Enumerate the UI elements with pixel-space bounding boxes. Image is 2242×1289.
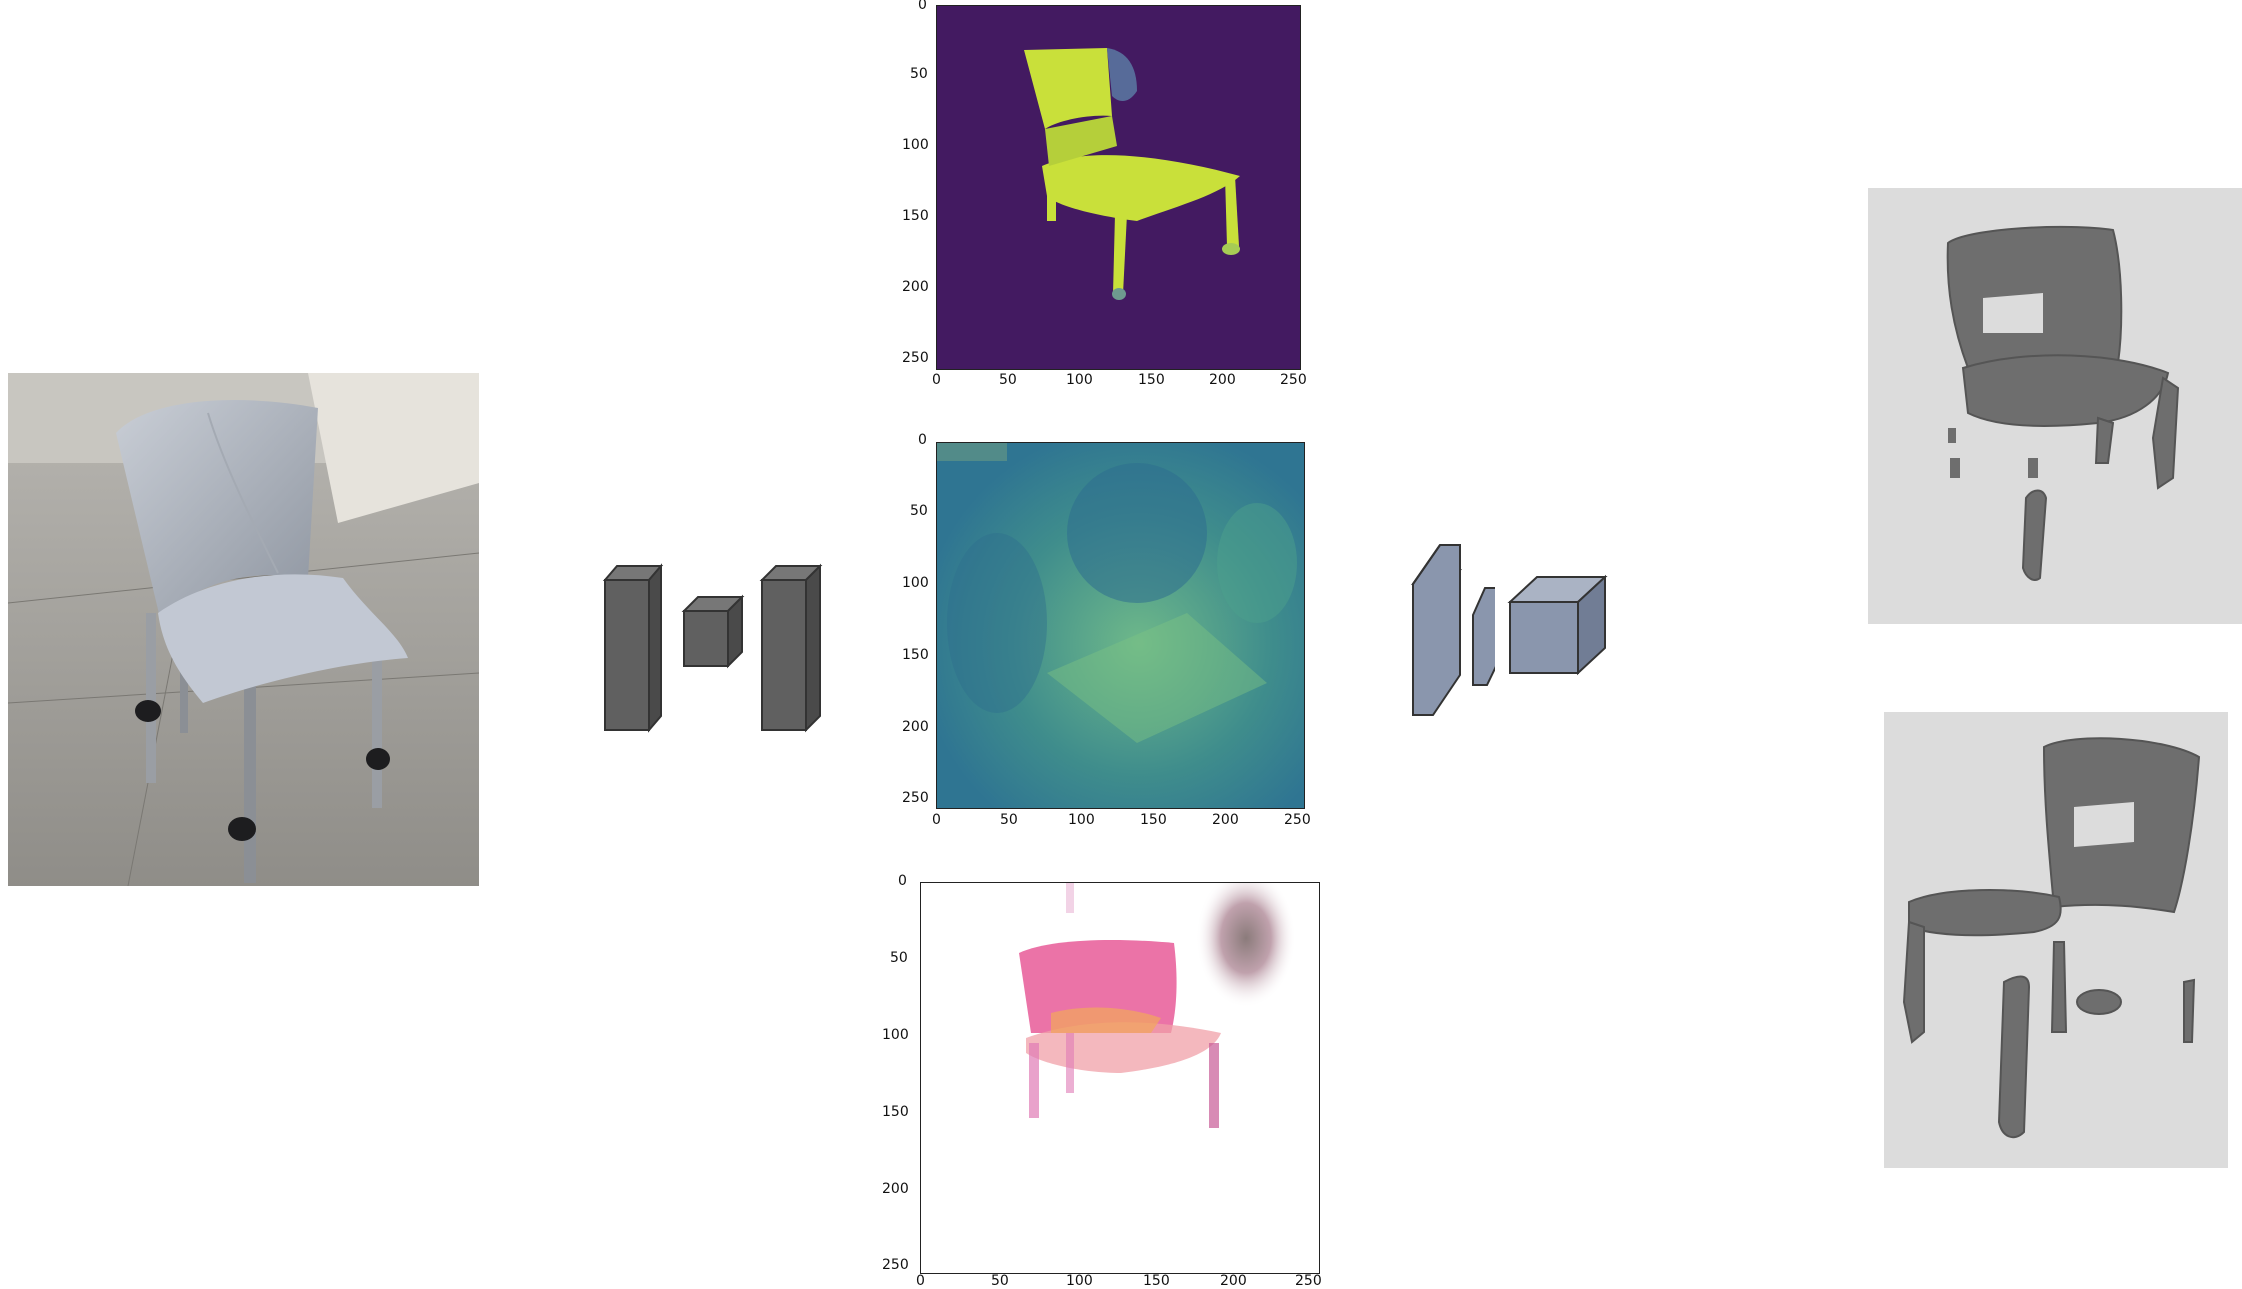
y-tick: 0 <box>918 432 927 448</box>
x-tick: 50 <box>1000 812 1018 828</box>
y-tick: 150 <box>882 1104 909 1120</box>
color-plot: 0 50 100 150 200 250 0 50 100 150 200 25… <box>880 870 1330 1289</box>
x-tick: 100 <box>1066 1273 1093 1289</box>
x-tick: 50 <box>999 372 1017 388</box>
color-plot-area <box>920 882 1320 1274</box>
x-tick: 150 <box>1138 372 1165 388</box>
depth-plot: 0 50 100 150 200 250 0 50 100 150 200 25… <box>880 432 1320 835</box>
x-tick: 50 <box>991 1273 1009 1289</box>
y-tick: 150 <box>902 208 929 224</box>
y-tick: 0 <box>918 0 927 13</box>
y-tick: 50 <box>890 950 908 966</box>
input-chair-photo <box>8 373 479 886</box>
y-tick: 250 <box>902 350 929 366</box>
x-tick: 0 <box>916 1273 925 1289</box>
y-tick: 200 <box>902 279 929 295</box>
encoder-icon <box>602 563 823 733</box>
x-tick: 150 <box>1140 812 1167 828</box>
y-tick: 0 <box>898 873 907 889</box>
decoder-icon <box>1411 544 1495 716</box>
y-tick: 100 <box>902 137 929 153</box>
x-tick: 200 <box>1220 1273 1247 1289</box>
depth-plot-area <box>936 442 1305 809</box>
y-tick: 150 <box>902 647 929 663</box>
y-tick: 250 <box>902 790 929 806</box>
voxel-cube-icon <box>1507 574 1608 676</box>
x-tick: 100 <box>1066 372 1093 388</box>
y-tick: 50 <box>910 503 928 519</box>
y-tick: 100 <box>882 1027 909 1043</box>
x-tick: 250 <box>1284 812 1311 828</box>
mesh-view-2 <box>1884 712 2228 1168</box>
y-tick: 200 <box>902 719 929 735</box>
x-tick: 0 <box>932 812 941 828</box>
x-tick: 0 <box>932 372 941 388</box>
x-tick: 250 <box>1280 372 1307 388</box>
x-tick: 250 <box>1295 1273 1322 1289</box>
mask-plot-area <box>936 5 1301 370</box>
x-tick: 200 <box>1212 812 1239 828</box>
x-tick: 100 <box>1068 812 1095 828</box>
mesh-view-1 <box>1868 188 2242 624</box>
x-tick: 150 <box>1143 1273 1170 1289</box>
y-tick: 200 <box>882 1181 909 1197</box>
mask-plot: 0 50 100 150 200 250 0 50 100 150 200 25… <box>880 0 1320 390</box>
y-tick: 250 <box>882 1257 909 1273</box>
y-tick: 100 <box>902 575 929 591</box>
y-tick: 50 <box>910 66 928 82</box>
x-tick: 200 <box>1209 372 1236 388</box>
